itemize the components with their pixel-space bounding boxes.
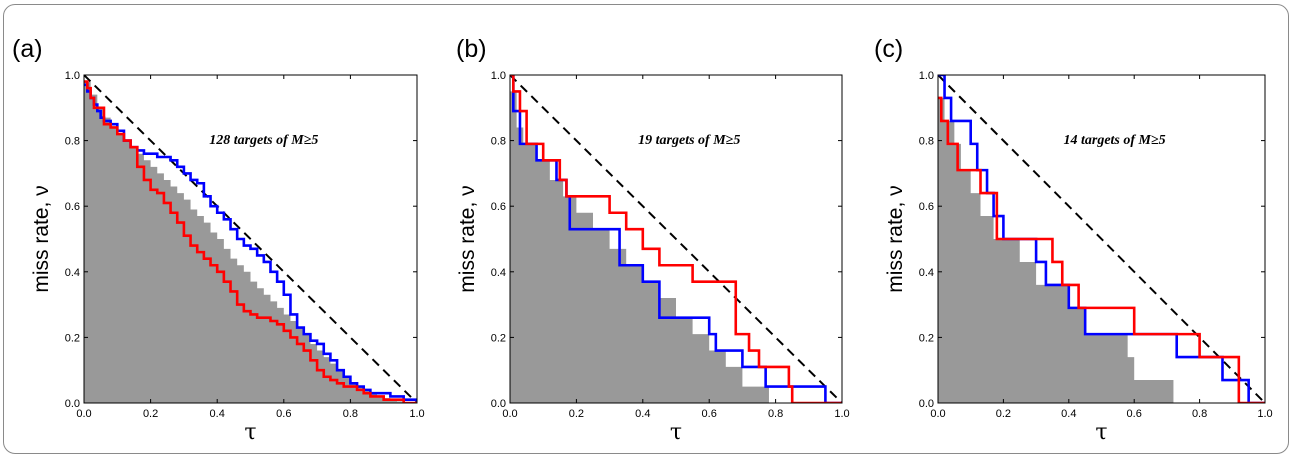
y-axis-label: miss rate, ν <box>884 185 907 292</box>
plot-area <box>84 75 417 403</box>
y-tick-label: 0.8 <box>491 136 506 148</box>
x-axis-label: τ <box>670 420 682 441</box>
x-tick-label: 1.0 <box>1257 408 1272 420</box>
x-tick-label: 1.0 <box>834 408 849 420</box>
y-tick-label: 1.0 <box>65 70 80 82</box>
y-tick-label: 0.6 <box>491 201 506 213</box>
axes-frame <box>509 74 843 404</box>
y-tick-label: 0.4 <box>65 267 80 279</box>
plot-area <box>510 75 842 403</box>
x-tick-label: 0.2 <box>143 408 158 420</box>
y-tick-label: 1.0 <box>491 70 506 82</box>
y-tick-label: 0.0 <box>491 398 506 410</box>
series-line-2 <box>84 80 417 403</box>
x-tick-label: 0.0 <box>930 408 945 420</box>
y-tick-label: 0.6 <box>65 201 80 213</box>
series-line-2 <box>938 96 1265 403</box>
shaded-area <box>510 91 842 403</box>
y-tick-label: 0.6 <box>919 201 934 213</box>
x-tick-label: 0.4 <box>210 408 225 420</box>
panel-label: (a) <box>12 35 43 63</box>
x-tick-label: 0.8 <box>1192 408 1207 420</box>
y-axis-label: miss rate, ν <box>456 185 479 292</box>
x-tick-label: 0.4 <box>1061 408 1076 420</box>
shaded-area <box>938 97 1265 403</box>
x-tick-label: 0.6 <box>276 408 291 420</box>
annotation-text: 19 targets of M≥5 <box>638 133 740 148</box>
x-tick-label: 1.0 <box>409 408 424 420</box>
y-tick-label: 0.0 <box>65 398 80 410</box>
x-tick-label: 0.2 <box>569 408 584 420</box>
y-tick-label: 0.2 <box>65 332 80 344</box>
x-tick-label: 0.4 <box>635 408 650 420</box>
x-axis-label: τ <box>1095 420 1107 441</box>
x-tick-label: 0.8 <box>343 408 358 420</box>
y-axis-label: miss rate, ν <box>30 185 53 292</box>
y-tick-label: 0.4 <box>491 267 506 279</box>
panel-label: (c) <box>874 35 903 63</box>
y-tick-label: 0.8 <box>65 136 80 148</box>
x-tick-label: 0.8 <box>768 408 783 420</box>
y-tick-label: 0.0 <box>919 398 934 410</box>
y-tick-label: 0.4 <box>919 267 934 279</box>
series-line-1 <box>84 83 417 403</box>
axes-frame <box>937 74 1266 404</box>
x-tick-label: 0.6 <box>1127 408 1142 420</box>
diagonal-line <box>84 75 417 403</box>
plot-area <box>938 75 1265 403</box>
shaded-area <box>84 81 417 403</box>
x-tick-label: 0.0 <box>76 408 91 420</box>
annotation-text: 14 targets of M≥5 <box>1063 133 1165 148</box>
chart-panel-3: (c) 0.0 0.2 0.4 0.6 0.8 1.0 0.0 0.2 0.4 0.6 0.8 1.0 τ… <box>874 35 1273 441</box>
x-axis-label: τ <box>244 420 256 441</box>
y-tick-label: 0.2 <box>491 332 506 344</box>
figure-canvas: (a) 0.0 0.2 0.4 0.6 0.8 1.0 0.0 0.2 0.4 0.6 0.8 1.0 τ… <box>12 35 1273 441</box>
diagonal-line <box>510 75 842 403</box>
axes-frame <box>83 74 418 404</box>
y-tick-label: 1.0 <box>919 70 934 82</box>
y-tick-label: 0.8 <box>919 136 934 148</box>
x-tick-label: 0.0 <box>502 408 517 420</box>
chart-panel-1: (a) 0.0 0.2 0.4 0.6 0.8 1.0 0.0 0.2 0.4 0.6 0.8 1.0 τ… <box>12 35 425 441</box>
x-tick-label: 0.2 <box>996 408 1011 420</box>
chart-panel-2: (b) 0.0 0.2 0.4 0.6 0.8 1.0 0.0 0.2 0.4 0.6 0.8 1.0 τ… <box>456 35 850 441</box>
panel-label: (b) <box>456 35 487 63</box>
y-tick-label: 0.2 <box>919 332 934 344</box>
diagonal-line <box>938 75 1265 403</box>
series-line-2 <box>510 75 842 403</box>
annotation-text: 128 targets of M≥5 <box>209 133 318 148</box>
x-tick-label: 0.6 <box>702 408 717 420</box>
